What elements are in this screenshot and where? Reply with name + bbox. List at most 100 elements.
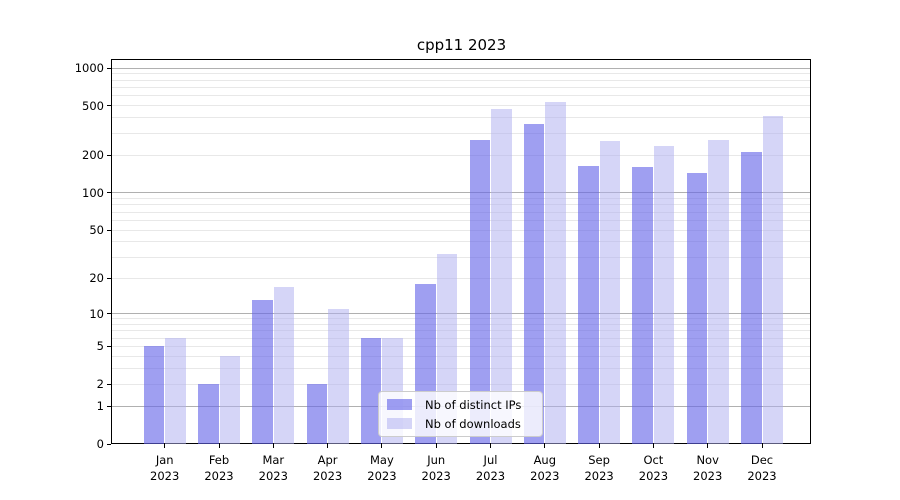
- bar-distinct-ips: [252, 300, 273, 444]
- chart-title: cpp11 2023: [416, 36, 507, 54]
- bar-distinct-ips: [578, 166, 599, 444]
- gridline: [112, 330, 810, 332]
- gridline: [112, 132, 810, 134]
- gridline: [112, 192, 810, 194]
- x-tick-month: Apr: [317, 453, 338, 467]
- y-tick-label: 500: [82, 98, 104, 113]
- x-tick-year: 2023: [530, 469, 560, 483]
- y-tick-label: 1: [96, 399, 104, 414]
- gridline: [112, 337, 810, 339]
- x-tick-month: Nov: [696, 453, 719, 467]
- x-tick-month: Jan: [155, 453, 174, 467]
- bar-distinct-ips: [523, 124, 545, 444]
- y-tick-mark: [107, 405, 111, 407]
- y-tick-label: 0: [96, 437, 104, 451]
- gridline: [112, 345, 810, 347]
- bar-downloads: [219, 356, 240, 444]
- legend-swatch-downloads-icon: [387, 418, 412, 429]
- x-tick-mark: [164, 444, 166, 448]
- bar-downloads: [653, 145, 675, 444]
- x-tick-mark: [761, 444, 763, 448]
- gridline: [112, 277, 810, 279]
- x-tick-year: 2023: [312, 469, 343, 483]
- x-tick-month: Mar: [262, 453, 285, 467]
- legend-entry-distinct-ips: Nb of distinct IPs: [379, 397, 542, 412]
- y-tick-mark: [107, 313, 111, 314]
- y-tick-label: 1000: [74, 61, 104, 76]
- x-tick-year: 2023: [747, 469, 777, 483]
- y-tick-mark: [107, 154, 111, 156]
- x-tick-label: Feb 2023: [192, 452, 246, 484]
- y-tick-mark: [107, 229, 111, 231]
- y-tick-label: 10: [89, 306, 104, 321]
- y-tick-mark: [107, 443, 111, 445]
- x-tick-mark: [381, 444, 383, 448]
- x-tick-year: 2023: [421, 469, 451, 483]
- x-tick-month: Jun: [427, 453, 446, 467]
- x-tick-mark: [435, 444, 437, 448]
- y-tick-mark: [107, 345, 111, 347]
- gridline: [112, 154, 810, 156]
- gridline: [112, 368, 810, 370]
- x-tick-month: Aug: [533, 453, 557, 467]
- bar-downloads: [273, 286, 295, 444]
- x-tick-mark: [490, 444, 491, 448]
- bar-downloads: [762, 116, 783, 444]
- x-tick-label: Apr 2023: [301, 452, 355, 484]
- gridline: [112, 95, 810, 97]
- x-tick-month: Dec: [750, 453, 774, 467]
- y-tick-mark: [107, 67, 111, 69]
- bar-downloads: [545, 101, 566, 444]
- y-tick-label: 50: [89, 223, 104, 238]
- bar-distinct-ips: [198, 384, 219, 444]
- x-tick-mark: [652, 444, 654, 448]
- x-tick-label: Sep 2023: [572, 452, 626, 484]
- bar-distinct-ips: [143, 346, 165, 444]
- x-tick-month: Sep: [588, 453, 610, 467]
- y-tick-label: 5: [96, 339, 104, 354]
- y-tick-label: 200: [82, 148, 104, 163]
- x-tick-label: Jun 2023: [409, 452, 463, 484]
- x-tick-label: May 2023: [355, 452, 409, 484]
- x-tick-label: Jan 2023: [138, 452, 192, 484]
- bar-downloads: [328, 308, 349, 444]
- gridline: [112, 117, 810, 119]
- gridline: [112, 256, 810, 258]
- x-tick-label: Mar 2023: [246, 452, 300, 484]
- x-tick-month: Feb: [208, 453, 230, 467]
- gridline: [112, 79, 810, 81]
- legend-entry-downloads: Nb of downloads: [379, 416, 542, 431]
- y-tick-mark: [107, 383, 111, 385]
- y-tick-mark: [107, 105, 111, 107]
- plot-area: Nb of distinct IPs Nb of downloads: [111, 59, 811, 444]
- x-tick-year: 2023: [638, 469, 669, 483]
- x-tick-year: 2023: [584, 469, 614, 483]
- gridline: [112, 219, 810, 221]
- y-tick-mark: [107, 192, 111, 194]
- gridline: [112, 204, 810, 206]
- x-tick-mark: [218, 444, 220, 448]
- bar-distinct-ips: [686, 172, 708, 444]
- y-tick-label: 20: [89, 271, 104, 286]
- x-tick-mark: [544, 444, 546, 448]
- x-tick-mark: [707, 444, 709, 448]
- gridline: [112, 241, 810, 243]
- x-tick-label: Dec 2023: [735, 452, 789, 484]
- y-tick-label: 100: [82, 185, 104, 200]
- x-tick-year: 2023: [204, 469, 234, 483]
- bar-distinct-ips: [360, 338, 382, 444]
- bar-downloads: [599, 141, 621, 444]
- legend-label-downloads: Nb of downloads: [425, 416, 521, 431]
- x-tick-month: Oct: [643, 453, 664, 467]
- bar-downloads: [165, 338, 186, 444]
- legend: Nb of distinct IPs Nb of downloads: [378, 391, 543, 437]
- bar-distinct-ips: [632, 167, 653, 444]
- x-tick-year: 2023: [258, 469, 288, 483]
- x-tick-year: 2023: [475, 469, 506, 483]
- y-tick-mark: [107, 277, 111, 279]
- gridline: [112, 323, 810, 325]
- x-tick-mark: [327, 444, 329, 448]
- y-tick-label: 2: [96, 377, 104, 392]
- legend-label-distinct-ips: Nb of distinct IPs: [425, 397, 522, 412]
